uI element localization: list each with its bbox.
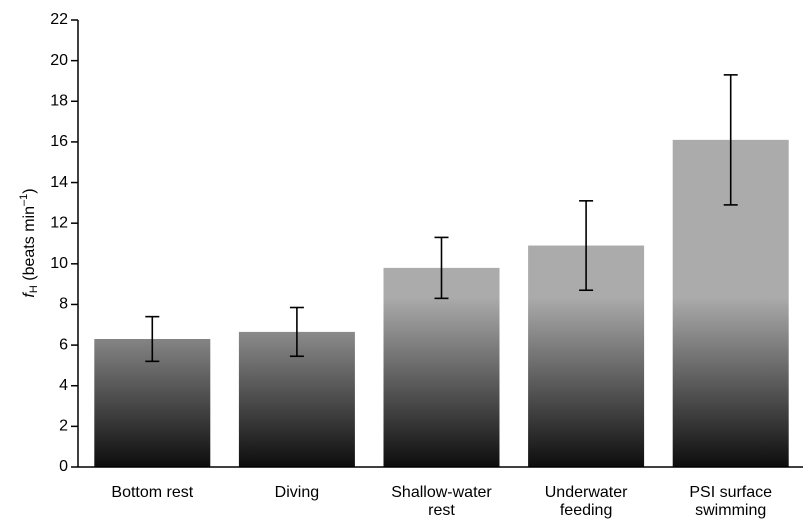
x-tick-label: Bottom rest [111, 484, 193, 501]
y-label-symbol: f [21, 292, 38, 298]
x-tick-label-line: swimming [695, 502, 766, 519]
error-bar [434, 236, 449, 300]
x-tick-label: PSI surface swimming [689, 484, 772, 519]
y-label-close: ) [21, 188, 38, 193]
y-tick-label: 10 [50, 255, 68, 272]
error-bar [723, 74, 738, 206]
y-tick-label: 4 [59, 377, 68, 394]
error-bar [145, 315, 160, 363]
y-axis-label: fH (beats min–1) [18, 188, 40, 297]
y-tick-label: 18 [50, 92, 68, 109]
y-tick-label: 2 [59, 418, 68, 435]
y-tick-label: 0 [59, 458, 68, 475]
x-tick-label-line: Underwater [545, 484, 628, 501]
y-label-superscript: –1 [18, 194, 30, 206]
x-tick-label-line: Diving [275, 484, 319, 501]
x-tick-label-line: feeding [560, 502, 613, 519]
y-tick-label: 12 [50, 214, 68, 231]
x-tick-label-line: rest [428, 502, 455, 519]
bar [383, 267, 500, 467]
y-tick-label: 20 [50, 52, 68, 69]
x-tick-label: Underwater feeding [545, 484, 628, 519]
x-tick-label: Diving [275, 484, 319, 501]
y-tick-label: 22 [50, 11, 68, 28]
y-tick-label: 8 [59, 296, 68, 313]
y-tick-label: 6 [59, 336, 68, 353]
y-label-subscript: H [28, 285, 40, 293]
x-tick-label: Shallow-water rest [391, 484, 492, 519]
x-tick-label-line: PSI surface [689, 484, 772, 501]
y-tick-label: 16 [50, 133, 68, 150]
y-tick-label: 14 [50, 174, 68, 191]
x-tick-label-line: Bottom rest [111, 484, 193, 501]
x-tick-label-line: Shallow-water [391, 484, 492, 501]
error-bar [579, 200, 594, 292]
error-bar [289, 306, 304, 358]
y-label-text: (beats min [21, 206, 38, 285]
